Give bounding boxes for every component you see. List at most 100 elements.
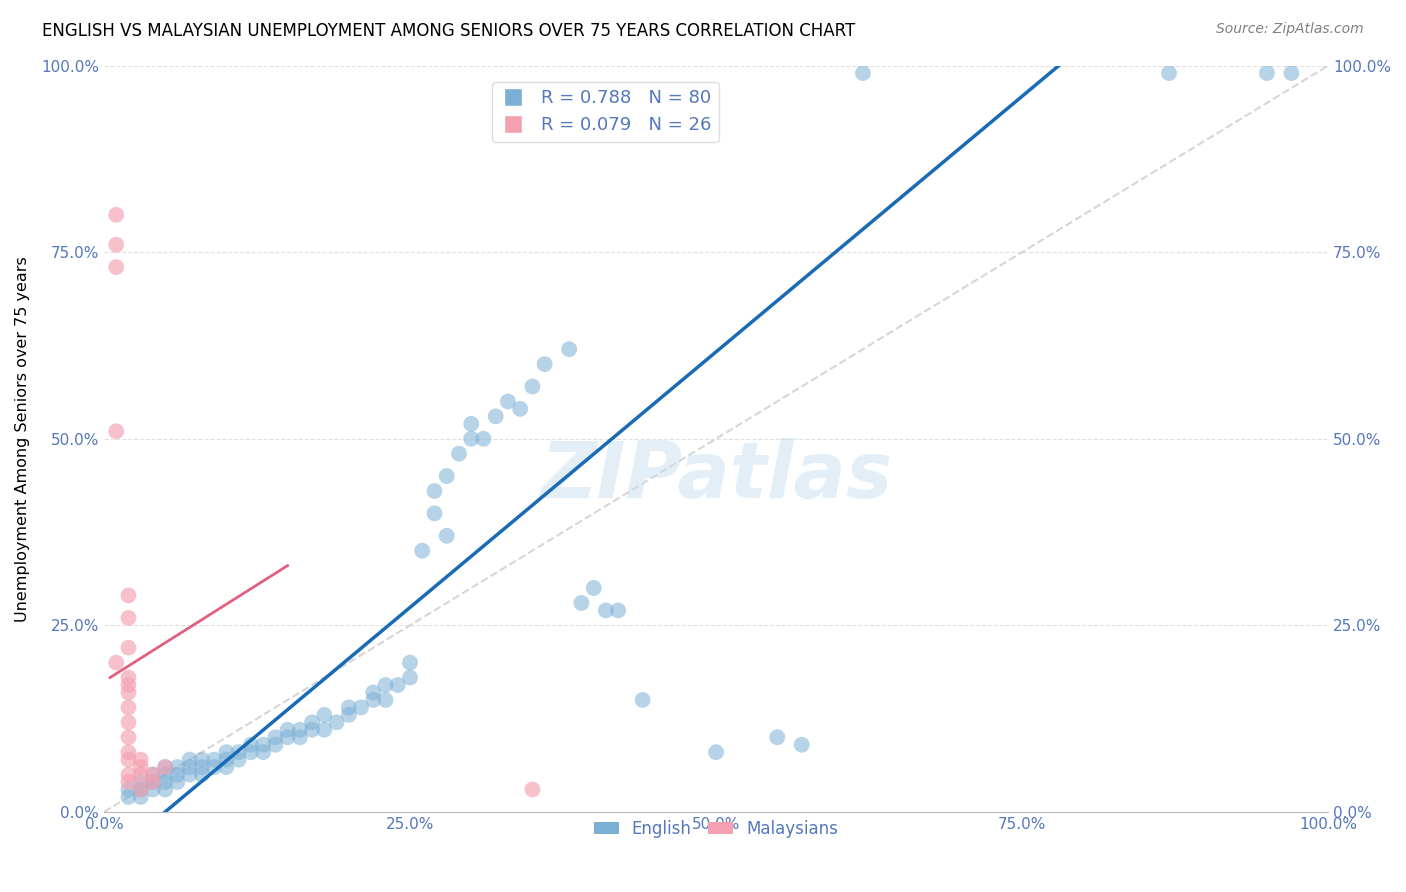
Point	[1256, 66, 1278, 80]
Point	[153, 760, 176, 774]
Point	[558, 342, 581, 356]
Point	[436, 529, 458, 543]
Point	[411, 543, 433, 558]
Point	[288, 731, 311, 745]
Point	[117, 775, 139, 789]
Point	[153, 760, 176, 774]
Point	[117, 782, 139, 797]
Point	[631, 693, 654, 707]
Point	[350, 700, 373, 714]
Point	[142, 782, 165, 797]
Point	[117, 753, 139, 767]
Point	[105, 656, 128, 670]
Y-axis label: Unemployment Among Seniors over 75 years: Unemployment Among Seniors over 75 years	[15, 256, 30, 622]
Text: ENGLISH VS MALAYSIAN UNEMPLOYMENT AMONG SENIORS OVER 75 YEARS CORRELATION CHART: ENGLISH VS MALAYSIAN UNEMPLOYMENT AMONG …	[42, 22, 855, 40]
Point	[361, 693, 384, 707]
Point	[790, 738, 813, 752]
Point	[361, 685, 384, 699]
Point	[277, 731, 299, 745]
Point	[117, 700, 139, 714]
Point	[191, 760, 214, 774]
Point	[571, 596, 593, 610]
Point	[704, 745, 727, 759]
Point	[105, 208, 128, 222]
Point	[1281, 66, 1303, 80]
Point	[117, 715, 139, 730]
Point	[301, 723, 323, 737]
Point	[522, 379, 544, 393]
Point	[129, 760, 152, 774]
Text: ZIPatlas: ZIPatlas	[540, 438, 893, 514]
Point	[277, 723, 299, 737]
Point	[607, 603, 630, 617]
Point	[399, 656, 422, 670]
Point	[166, 760, 188, 774]
Point	[264, 738, 287, 752]
Point	[337, 700, 360, 714]
Point	[301, 715, 323, 730]
Point	[129, 767, 152, 781]
Point	[105, 260, 128, 274]
Point	[215, 760, 238, 774]
Point	[202, 760, 225, 774]
Point	[509, 401, 531, 416]
Point	[264, 731, 287, 745]
Point	[522, 782, 544, 797]
Point	[153, 767, 176, 781]
Point	[766, 731, 789, 745]
Point	[337, 707, 360, 722]
Point	[423, 507, 446, 521]
Point	[314, 707, 336, 722]
Point	[179, 767, 201, 781]
Point	[325, 715, 347, 730]
Point	[485, 409, 508, 424]
Point	[191, 753, 214, 767]
Point	[117, 640, 139, 655]
Point	[374, 678, 396, 692]
Point	[191, 767, 214, 781]
Point	[117, 731, 139, 745]
Point	[117, 789, 139, 804]
Point	[228, 745, 250, 759]
Point	[117, 671, 139, 685]
Point	[117, 611, 139, 625]
Point	[129, 782, 152, 797]
Point	[460, 417, 482, 431]
Point	[117, 678, 139, 692]
Point	[215, 745, 238, 759]
Point	[142, 767, 165, 781]
Point	[239, 745, 262, 759]
Point	[117, 685, 139, 699]
Point	[472, 432, 495, 446]
Point	[166, 775, 188, 789]
Point	[179, 760, 201, 774]
Point	[423, 483, 446, 498]
Point	[595, 603, 617, 617]
Point	[202, 753, 225, 767]
Point	[117, 767, 139, 781]
Point	[215, 753, 238, 767]
Point	[399, 671, 422, 685]
Point	[460, 432, 482, 446]
Point	[582, 581, 605, 595]
Point	[153, 782, 176, 797]
Point	[129, 789, 152, 804]
Point	[129, 753, 152, 767]
Point	[852, 66, 875, 80]
Point	[142, 767, 165, 781]
Point	[142, 775, 165, 789]
Legend: English, Malaysians: English, Malaysians	[586, 814, 845, 845]
Point	[117, 745, 139, 759]
Point	[288, 723, 311, 737]
Text: Source: ZipAtlas.com: Source: ZipAtlas.com	[1216, 22, 1364, 37]
Point	[496, 394, 519, 409]
Point	[1157, 66, 1180, 80]
Point	[153, 775, 176, 789]
Point	[117, 589, 139, 603]
Point	[179, 753, 201, 767]
Point	[105, 237, 128, 252]
Point	[436, 469, 458, 483]
Point	[129, 782, 152, 797]
Point	[374, 693, 396, 707]
Point	[252, 738, 274, 752]
